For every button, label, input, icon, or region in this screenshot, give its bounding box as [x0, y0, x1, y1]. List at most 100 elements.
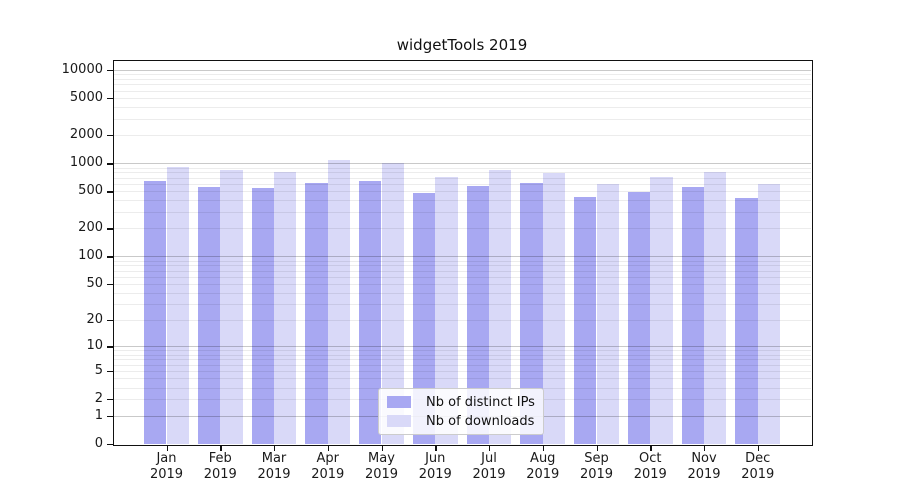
- bar-downloads-may: [381, 163, 404, 444]
- bar-distinct-ips-apr: [305, 182, 328, 444]
- bar-downloads-nov: [704, 172, 727, 444]
- legend-entry-distinct-ips: Nb of distinct IPs: [387, 394, 543, 410]
- bar-downloads-apr: [327, 159, 351, 444]
- x-tick-jan: [166, 444, 168, 451]
- x-tick-jun: [435, 444, 437, 451]
- y-tick-100: [107, 256, 113, 258]
- y-tick-label-1000: 1000: [69, 155, 103, 171]
- minor-gridline-9000: [113, 74, 811, 76]
- bar-distinct-ips-dec: [735, 197, 758, 444]
- y-tick-500: [107, 191, 113, 193]
- x-tick-feb: [220, 444, 222, 451]
- x-tick-label-oct: Oct 2019: [633, 450, 667, 482]
- minor-gridline-8000: [113, 78, 811, 80]
- minor-gridline-90: [113, 260, 811, 262]
- minor-gridline-9: [113, 350, 811, 352]
- bar-distinct-ips-mar: [251, 187, 274, 444]
- major-gridline-10: [113, 346, 811, 348]
- y-tick-10000: [107, 69, 113, 72]
- x-tick-oct: [650, 444, 652, 451]
- minor-gridline-4000: [113, 106, 811, 108]
- y-tick-label-2: 2: [94, 391, 103, 407]
- y-tick-0: [107, 443, 113, 446]
- y-tick-label-200: 200: [78, 220, 103, 236]
- minor-gridline-5000: [113, 97, 811, 99]
- minor-gridline-600: [113, 183, 811, 185]
- legend-swatch-downloads: [387, 415, 411, 427]
- bar-downloads-oct: [650, 176, 673, 444]
- y-tick-10: [107, 346, 113, 348]
- y-tick-label-2000: 2000: [69, 127, 103, 143]
- x-tick-label-feb: Feb 2019: [203, 450, 237, 482]
- minor-gridline-70: [113, 270, 811, 272]
- minor-gridline-30: [113, 304, 811, 306]
- y-tick-label-10: 10: [86, 338, 103, 354]
- major-gridline-100: [113, 256, 811, 258]
- x-tick-label-jan: Jan 2019: [149, 450, 184, 482]
- x-tick-dec: [757, 444, 760, 451]
- y-tick-1000: [107, 163, 113, 165]
- bar-distinct-ips-aug: [520, 183, 543, 444]
- x-tick-may: [381, 444, 383, 451]
- major-gridline-10000: [113, 69, 811, 71]
- y-tick-label-500: 500: [78, 183, 103, 199]
- minor-gridline-40: [113, 293, 811, 294]
- minor-gridline-500: [113, 191, 811, 193]
- y-tick-label-5000: 5000: [69, 89, 103, 105]
- axes-spines: [113, 60, 813, 446]
- y-tick-5: [107, 371, 113, 373]
- x-tick-label-mar: Mar 2019: [257, 450, 291, 482]
- minor-gridline-8: [113, 354, 811, 356]
- minor-gridline-7000: [113, 84, 811, 86]
- y-tick-label-5: 5: [94, 363, 103, 379]
- x-tick-aug: [542, 444, 545, 451]
- bar-downloads-aug: [542, 172, 566, 444]
- minor-gridline-3000: [113, 118, 811, 120]
- legend-entry-downloads: Nb of downloads: [387, 413, 543, 429]
- bar-distinct-ips-jan: [144, 181, 167, 444]
- y-tick-20: [107, 320, 113, 322]
- y-tick-2000: [107, 135, 113, 137]
- x-tick-label-sep: Sep 2019: [579, 450, 614, 482]
- minor-gridline-300: [113, 212, 811, 214]
- y-tick-1: [107, 415, 113, 417]
- minor-gridline-80: [113, 265, 811, 267]
- minor-gridline-6000: [113, 90, 811, 92]
- minor-gridline-400: [113, 200, 811, 202]
- minor-gridline-50: [113, 284, 811, 286]
- y-tick-label-0: 0: [94, 435, 103, 451]
- bar-downloads-jul: [489, 169, 512, 444]
- y-tick-50: [107, 284, 113, 286]
- legend-label-downloads: Nb of downloads: [426, 413, 535, 429]
- minor-gridline-800: [113, 172, 811, 174]
- minor-gridline-200: [113, 228, 811, 230]
- bar-downloads-sep: [596, 183, 619, 444]
- x-tick-sep: [596, 444, 598, 451]
- x-tick-label-jul: Jul 2019: [472, 450, 506, 482]
- minor-gridline-900: [113, 167, 811, 169]
- y-tick-5000: [107, 97, 113, 100]
- bar-distinct-ips-may: [359, 181, 382, 444]
- x-tick-apr: [327, 444, 330, 451]
- minor-gridline-5: [113, 371, 811, 373]
- legend: Nb of distinct IPs Nb of downloads: [378, 388, 544, 435]
- minor-gridline-2000: [113, 135, 811, 137]
- bar-distinct-ips-jul: [466, 186, 489, 444]
- bar-distinct-ips-sep: [574, 197, 597, 444]
- minor-gridline-7: [113, 359, 811, 361]
- y-tick-label-1: 1: [94, 407, 103, 423]
- x-tick-label-dec: Dec 2019: [741, 450, 775, 482]
- bar-downloads-mar: [274, 171, 297, 444]
- y-tick-2: [107, 399, 113, 401]
- bar-downloads-feb: [220, 170, 243, 444]
- chart-title: widgetTools 2019: [396, 36, 528, 54]
- minor-gridline-20: [113, 320, 811, 322]
- y-tick-200: [107, 228, 113, 230]
- bar-downloads-dec: [757, 184, 781, 444]
- x-tick-jul: [489, 444, 491, 451]
- bar-distinct-ips-jun: [412, 193, 436, 444]
- y-tick-label-50: 50: [86, 276, 103, 292]
- x-tick-mar: [274, 444, 276, 451]
- x-tick-label-apr: Apr 2019: [311, 450, 345, 482]
